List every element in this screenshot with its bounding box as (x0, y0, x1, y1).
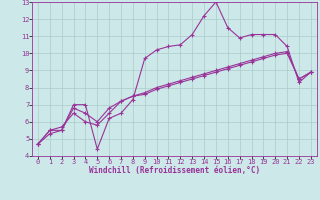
X-axis label: Windchill (Refroidissement éolien,°C): Windchill (Refroidissement éolien,°C) (89, 166, 260, 175)
